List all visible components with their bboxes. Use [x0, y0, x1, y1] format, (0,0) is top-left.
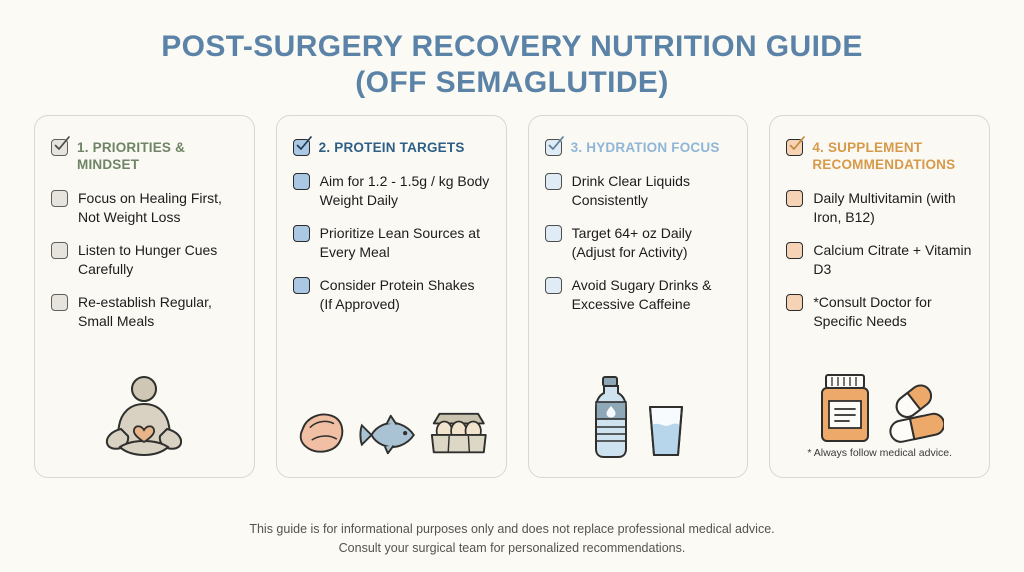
list-item[interactable]: Re-establish Regular, Small Meals [51, 293, 238, 330]
card-illustration [51, 373, 238, 465]
list-item[interactable]: Drink Clear Liquids Consistently [544, 172, 732, 209]
list-item[interactable]: Consider Protein Shakes (If Approved) [292, 276, 490, 313]
list-item[interactable]: Target 64+ oz Daily (Adjust for Activity… [544, 224, 732, 261]
list-item-label: Listen to Hunger Cues Carefully [78, 242, 218, 277]
unchecked-checkbox-icon[interactable] [51, 190, 68, 207]
list-item-label: Focus on Healing First, Not Weight Loss [78, 190, 222, 225]
checklist: Aim for 1.2 - 1.5g / kg Body Weight Dail… [292, 172, 490, 313]
disclaimer-line-2: Consult your surgical team for personali… [338, 541, 686, 555]
unchecked-checkbox-icon[interactable] [51, 294, 68, 311]
supplement-bottle-icon [820, 374, 869, 442]
checked-checkbox-icon[interactable] [292, 136, 312, 156]
card-hydration-focus: 3. HYDRATION FOCUS Drink Clear Liquids C… [527, 115, 749, 478]
card-title: 2. PROTEIN TARGETS [318, 140, 465, 155]
unchecked-checkbox-icon[interactable] [292, 225, 310, 242]
checklist: Drink Clear Liquids Consistently Target … [544, 172, 732, 313]
unchecked-checkbox-icon[interactable] [786, 242, 804, 259]
unchecked-checkbox-icon[interactable] [544, 225, 562, 242]
list-item-label: Avoid Sugary Drinks & Excessive Caffeine [571, 277, 712, 312]
list-item-label: Aim for 1.2 - 1.5g / kg Body Weight Dail… [319, 173, 490, 208]
list-item[interactable]: Aim for 1.2 - 1.5g / kg Body Weight Dail… [292, 172, 490, 209]
card-supplement-recommendations: 4. SUPPLEMENT RECOMMENDATIONS Daily Mult… [769, 115, 991, 478]
list-item[interactable]: *Consult Doctor for Specific Needs [786, 293, 973, 330]
card-header: 2. PROTEIN TARGETS [292, 136, 490, 156]
cards-row: 1. PRIORITIES & MINDSET Focus on Healing… [0, 115, 1024, 478]
card-illustration [545, 375, 732, 465]
page-title-line-2: (OFF SEMAGLUTIDE) [355, 66, 669, 99]
card-title: 1. PRIORITIES & MINDSET [77, 140, 186, 172]
list-item-label: Daily Multivitamin (with Iron, B12) [813, 190, 956, 225]
list-item[interactable]: Prioritize Lean Sources at Every Meal [292, 224, 490, 261]
chicken-breast-icon [299, 413, 343, 453]
water-bottle-icon [595, 376, 627, 458]
list-item[interactable]: Focus on Healing First, Not Weight Loss [51, 189, 238, 226]
list-item-label: Drink Clear Liquids Consistently [571, 173, 690, 208]
list-item-label: Consider Protein Shakes (If Approved) [319, 277, 475, 312]
list-item[interactable]: Avoid Sugary Drinks & Excessive Caffeine [544, 276, 732, 313]
unchecked-checkbox-icon[interactable] [51, 242, 68, 259]
egg-carton-icon [430, 412, 487, 454]
card-protein-targets: 2. PROTEIN TARGETS Aim for 1.2 - 1.5g / … [275, 115, 507, 478]
list-item-label: Target 64+ oz Daily (Adjust for Activity… [571, 225, 692, 260]
disclaimer-line-1: This guide is for informational purposes… [249, 522, 775, 536]
checklist: Focus on Healing First, Not Weight Loss … [51, 189, 238, 330]
unchecked-checkbox-icon[interactable] [292, 173, 310, 190]
capsules-icon [889, 384, 944, 443]
card-illustration [293, 407, 490, 465]
fish-icon [359, 414, 416, 455]
page-title: POST-SURGERY RECOVERY NUTRITION GUIDE (O… [0, 0, 1024, 101]
unchecked-checkbox-icon[interactable] [544, 277, 562, 294]
list-item-label: Re-establish Regular, Small Meals [78, 294, 212, 329]
unchecked-checkbox-icon[interactable] [786, 294, 804, 311]
card-header: 4. SUPPLEMENT RECOMMENDATIONS [786, 136, 973, 173]
list-item[interactable]: Calcium Citrate + Vitamin D3 [786, 241, 973, 278]
card-title: 3. HYDRATION FOCUS [570, 140, 720, 155]
card-illustration [786, 371, 973, 447]
card-priorities-mindset: 1. PRIORITIES & MINDSET Focus on Healing… [34, 115, 255, 478]
checked-checkbox-icon[interactable] [544, 136, 564, 156]
unchecked-checkbox-icon[interactable] [544, 173, 562, 190]
checklist: Daily Multivitamin (with Iron, B12) Calc… [786, 189, 973, 330]
list-item[interactable]: Daily Multivitamin (with Iron, B12) [786, 189, 973, 226]
water-glass-icon [649, 406, 683, 456]
checked-checkbox-icon[interactable] [51, 136, 70, 156]
list-item[interactable]: Listen to Hunger Cues Carefully [51, 241, 238, 278]
page-title-line-1: POST-SURGERY RECOVERY NUTRITION GUIDE [161, 30, 863, 63]
list-item-label: Prioritize Lean Sources at Every Meal [319, 225, 480, 260]
unchecked-checkbox-icon[interactable] [786, 190, 804, 207]
meditating-person-icon [106, 376, 183, 457]
list-item-label: Calcium Citrate + Vitamin D3 [813, 242, 972, 277]
unchecked-checkbox-icon[interactable] [292, 277, 310, 294]
card-title: 4. SUPPLEMENT RECOMMENDATIONS [812, 140, 956, 172]
card-footnote: * Always follow medical advice. [807, 447, 953, 459]
checked-checkbox-icon[interactable] [786, 136, 806, 156]
list-item-label: *Consult Doctor for Specific Needs [813, 294, 932, 329]
card-header: 3. HYDRATION FOCUS [544, 136, 732, 156]
disclaimer: This guide is for informational purposes… [0, 520, 1024, 558]
card-header: 1. PRIORITIES & MINDSET [51, 136, 238, 173]
